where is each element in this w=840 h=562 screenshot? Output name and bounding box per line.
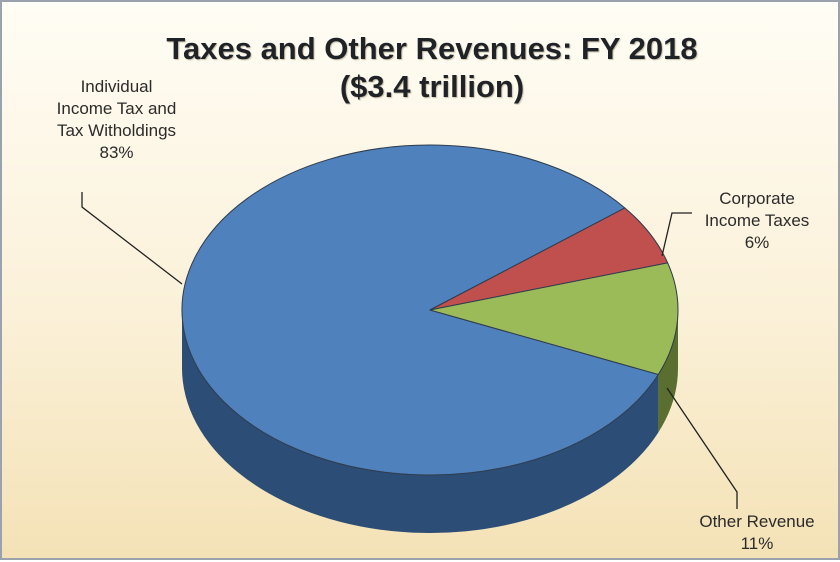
chart-title: Taxes and Other Revenues: FY 2018 bbox=[166, 31, 698, 66]
label-corporate-line-2: Income Taxes bbox=[704, 211, 810, 230]
label-corporate: Corporate Income Taxes 6% bbox=[677, 188, 837, 254]
label-individual: Individual Income Tax and Tax Witholding… bbox=[24, 76, 209, 164]
label-other: Other Revenue 11% bbox=[672, 511, 840, 555]
label-corporate-line-1: Corporate bbox=[719, 189, 795, 208]
slice-side-individual bbox=[182, 310, 659, 533]
leader-line-other bbox=[666, 387, 738, 509]
label-individual-line-3: Tax Witholdings bbox=[56, 121, 177, 140]
pie-slices bbox=[181, 144, 679, 533]
slice-side-other bbox=[658, 310, 678, 433]
chart-title-block: Taxes and Other Revenues: FY 2018 ($3.4 … bbox=[92, 30, 772, 106]
slice-other bbox=[429, 262, 679, 375]
leader-line-corporate bbox=[661, 212, 692, 257]
label-individual-value: 83% bbox=[99, 143, 134, 162]
leader-line-individual bbox=[81, 192, 183, 285]
label-individual-line-1: Individual bbox=[80, 77, 153, 96]
label-individual-line-2: Income Tax and bbox=[56, 99, 177, 118]
label-other-line-1: Other Revenue bbox=[699, 512, 815, 531]
label-corporate-value: 6% bbox=[744, 233, 770, 252]
label-other-value: 11% bbox=[740, 534, 774, 553]
chart-subtitle: ($3.4 trillion) bbox=[339, 69, 525, 104]
slice-individual bbox=[181, 144, 659, 476]
